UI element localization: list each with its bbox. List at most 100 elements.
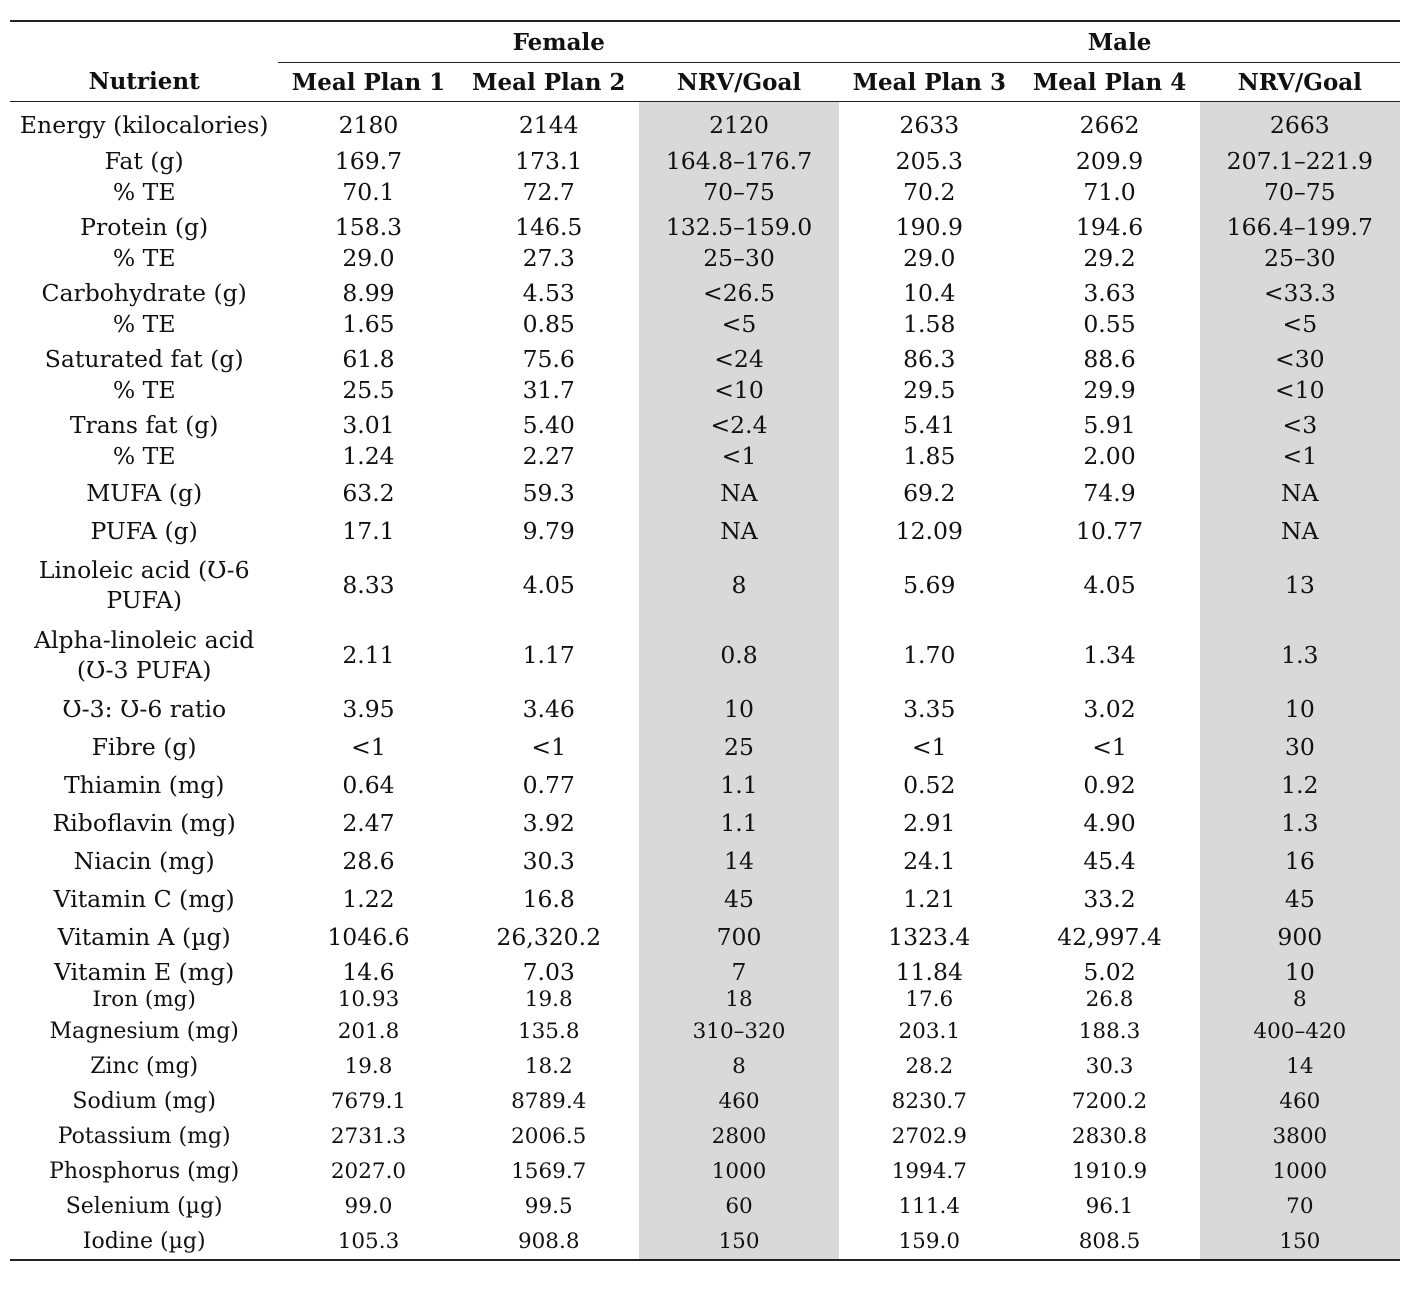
nutrient-name-sodium-mg: Sodium (mg) [72, 1088, 216, 1114]
meal-plan-4-value: 7200.2 [1071, 1088, 1148, 1114]
meal-plan-1-cell: 105.3 [278, 1224, 458, 1260]
nrv-female-value: 2120 [709, 110, 769, 139]
meal-plan-2-cell: <1 [459, 728, 639, 766]
nrv-male-cell: 900 [1199, 918, 1400, 956]
nrv-male-cell: 13 [1199, 550, 1400, 620]
meal-plan-1-cell: 201.8 [278, 1014, 458, 1049]
column-header-meal-plan-4: Meal Plan 4 [1019, 62, 1200, 102]
meal-plan-4-value: 0.92 [1083, 770, 1136, 799]
meal-plan-3-value: 86.3 [903, 345, 956, 373]
meal-plan-2-value: 18.2 [524, 1053, 573, 1079]
table-row: Selenium (µg) 99.0 99.5 60 111.4 96.1 70 [10, 1189, 1400, 1224]
nrv-male-cell: <33.3 <5 [1199, 276, 1400, 342]
group-header-female: Female [278, 21, 840, 63]
nrv-male-cell: 1.3 [1199, 620, 1400, 690]
nrv-female-cell: 0.8 [638, 620, 840, 690]
meal-plan-1-cell: 99.0 [278, 1189, 458, 1224]
meal-plan-2-value: 1569.7 [511, 1158, 587, 1184]
meal-plan-4-value: 209.9 [1075, 147, 1144, 175]
meal-plan-4-value: 2662 [1079, 110, 1140, 139]
meal-plan-1-value: 70.1 [342, 178, 395, 206]
meal-plan-4-value: 45.4 [1083, 846, 1136, 875]
meal-plan-1-value: 1.65 [342, 310, 395, 338]
group-header-male: Male [839, 21, 1400, 63]
nutrient-name-linoleic-acid-6-pufa: Linoleic acid (Ʊ-6 PUFA) [38, 556, 250, 614]
nrv-female-value: <10 [714, 376, 764, 404]
meal-plan-1-value: <1 [351, 732, 386, 761]
nutrient-name-vitamin-c-mg: Vitamin C (mg) [53, 884, 235, 913]
meal-plan-3-cell: 2.91 [839, 804, 1019, 842]
column-header-meal-plan-1: Meal Plan 1 [278, 62, 459, 102]
table-row: Ʊ-3: Ʊ-6 ratio 3.95 3.46 10 3.35 3.02 10 [10, 690, 1400, 728]
meal-plan-1-value: 7679.1 [330, 1088, 407, 1114]
nrv-male-value: 13 [1284, 571, 1315, 599]
nrv-female-cell: 460 [638, 1084, 840, 1119]
table-row: Riboflavin (mg) 2.47 3.92 1.1 2.91 4.90 1.3 [10, 804, 1400, 842]
meal-plan-3-value: <1 [911, 732, 947, 761]
meal-plan-3-value: 1.85 [903, 442, 956, 470]
meal-plan-2-value: 135.8 [517, 1018, 580, 1044]
meal-plan-2-cell: 99.5 [459, 1189, 639, 1224]
nrv-male-value: 2663 [1269, 110, 1330, 139]
meal-plan-3-value: 29.5 [903, 376, 956, 404]
meal-plan-2-cell: 8789.4 [459, 1084, 639, 1119]
meal-plan-4-value: 29.2 [1083, 244, 1136, 272]
table-row: Niacin (mg) 28.6 30.3 14 24.1 45.4 16 [10, 842, 1400, 880]
meal-plan-2-value: 3.46 [522, 694, 575, 723]
table-body: Energy (kilocalories) 2180 2144 2120 2633 266… [10, 101, 1400, 1260]
nrv-male-cell: 166.4–199.7 25–30 [1199, 210, 1400, 276]
meal-plan-4-cell: 4.90 [1019, 804, 1199, 842]
nrv-female-cell: 1.1 [638, 804, 840, 842]
nutrient-name-vitamin-e-mg: Vitamin E (mg) [54, 958, 235, 986]
nrv-female-cell: 60 [638, 1189, 840, 1224]
nrv-female-value: 25–30 [703, 244, 775, 272]
meal-plan-4-value: 74.9 [1083, 478, 1136, 507]
meal-plan-4-cell: 3.02 [1019, 690, 1199, 728]
meal-plan-1-cell: 3.01 1.24 [278, 408, 458, 474]
meal-plan-3-cell: 5.69 [839, 550, 1019, 620]
nrv-male-value: NA [1281, 516, 1319, 545]
group-header-row: Female Male [10, 21, 1400, 63]
table-row: Carbohydrate (g) % TE 8.99 1.65 4.53 0.85 <26.… [10, 276, 1400, 342]
nrv-male-value: 1000 [1272, 1158, 1328, 1184]
meal-plan-1-cell: 14.6 10.93 [278, 956, 458, 1014]
meal-plan-4-cell: 45.4 [1019, 842, 1199, 880]
nrv-male-cell: 70 [1199, 1189, 1400, 1224]
nrv-female-cell: 2800 [638, 1119, 840, 1154]
meal-plan-2-value: 3.92 [522, 808, 575, 837]
nrv-female-cell: 310–320 [638, 1014, 840, 1049]
meal-plan-2-value: 2006.5 [511, 1123, 587, 1149]
meal-plan-4-value: 194.6 [1075, 213, 1144, 241]
nutrient-name-alpha-linoleic-acid-3-pufa: Alpha-linoleic acid (Ʊ-3 PUFA) [34, 626, 255, 684]
meal-plan-3-cell: 24.1 [839, 842, 1019, 880]
nrv-male-value: 10 [1284, 958, 1315, 986]
meal-plan-3-cell: 111.4 [839, 1189, 1019, 1224]
nutrient-name-3-6-ratio: Ʊ-3: Ʊ-6 ratio [62, 694, 227, 723]
meal-plan-1-value: 99.0 [344, 1193, 393, 1219]
nutrient-cell: Vitamin A (µg) [10, 918, 278, 956]
nrv-male-value: 166.4–199.7 [1226, 213, 1373, 241]
column-header-meal-plan-3: Meal Plan 3 [839, 62, 1020, 102]
nrv-female-value: 8 [731, 571, 747, 599]
meal-plan-1-cell: 2027.0 [278, 1154, 458, 1189]
meal-plan-3-cell: 3.35 [839, 690, 1019, 728]
nutrient-cell: MUFA (g) [10, 474, 278, 512]
meal-plan-2-cell: 5.40 2.27 [459, 408, 639, 474]
meal-plan-2-cell: 30.3 [459, 842, 639, 880]
meal-plan-4-cell: 188.3 [1019, 1014, 1199, 1049]
nutrient-cell: Vitamin E (mg) Iron (mg) [10, 956, 278, 1014]
nrv-male-value: 70–75 [1264, 178, 1336, 206]
nutrient-name-vitamin-a-g: Vitamin A (µg) [57, 922, 231, 951]
nutrient-name-iodine-g: Iodine (µg) [82, 1228, 206, 1254]
meal-plan-2-cell: 16.8 [459, 880, 639, 918]
nrv-female-cell: 8 [638, 1049, 840, 1084]
meal-plan-4-value: 71.0 [1083, 178, 1136, 206]
meal-plan-4-value: <1 [1092, 732, 1127, 761]
meal-plan-1-value: 2.47 [342, 808, 395, 837]
meal-plan-4-cell: 7200.2 [1019, 1084, 1199, 1119]
meal-plan-2-cell: 75.6 31.7 [459, 342, 639, 408]
meal-plan-3-cell: 10.4 1.58 [839, 276, 1019, 342]
nutrient-name-magnesium-mg: Magnesium (mg) [49, 1018, 239, 1044]
nutrient-name-pufa-g: PUFA (g) [90, 516, 198, 545]
nrv-female-cell: 14 [638, 842, 840, 880]
